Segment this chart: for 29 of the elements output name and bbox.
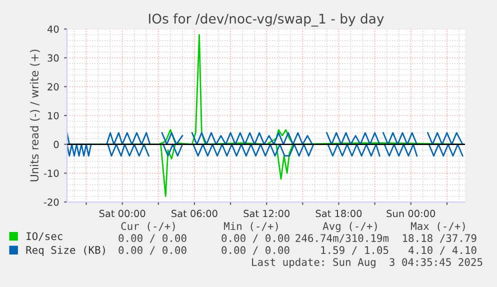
y-axis-title: Units read (-) / write (+)	[30, 50, 40, 182]
text: 0.00 / 0.00	[118, 234, 186, 243]
text: 0.00 / 0.00	[222, 234, 290, 243]
x-tick-label: Sun 00:00	[386, 210, 436, 218]
legend-label: Req Size (KB)	[26, 246, 105, 256]
y-tick-label: 40	[47, 25, 59, 33]
text: Min (-/+)	[224, 222, 278, 232]
text: Avg (-/+)	[322, 222, 377, 232]
text: Max (-/+)	[410, 222, 465, 232]
x-tick-label: Sat 18:00	[316, 210, 362, 218]
text: 0.00 / 0.00	[222, 246, 290, 255]
y-tick-label: -10	[44, 170, 59, 177]
y-tick-label: 10	[48, 112, 59, 120]
y-tick-label: -20	[44, 198, 59, 206]
x-tick-label: Sat 12:00	[244, 210, 290, 218]
text: 18.18 /37.79	[403, 234, 476, 243]
text: 0.00 / 0.00	[118, 246, 186, 255]
y-tick-label: 0	[54, 140, 59, 148]
x-tick-label: Sat 00:00	[99, 210, 146, 218]
text: 4.10 / 4.10	[408, 246, 476, 255]
text: Cur (-/+)	[121, 222, 175, 232]
legend-label: IO/sec	[26, 232, 62, 241]
text: 246.74m/310.19m	[296, 234, 389, 243]
y-tick-label: 30	[48, 54, 59, 62]
x-tick-label: Sat 06:00	[172, 210, 218, 218]
text: Last update: Sun Aug 3 04:35:45 2025	[252, 258, 482, 268]
text: 1.59 / 1.05	[321, 246, 388, 255]
y-tick-label: 20	[48, 83, 59, 90]
chart-title: IOs for /dev/noc-vg/swap_1 - by day	[149, 13, 384, 27]
